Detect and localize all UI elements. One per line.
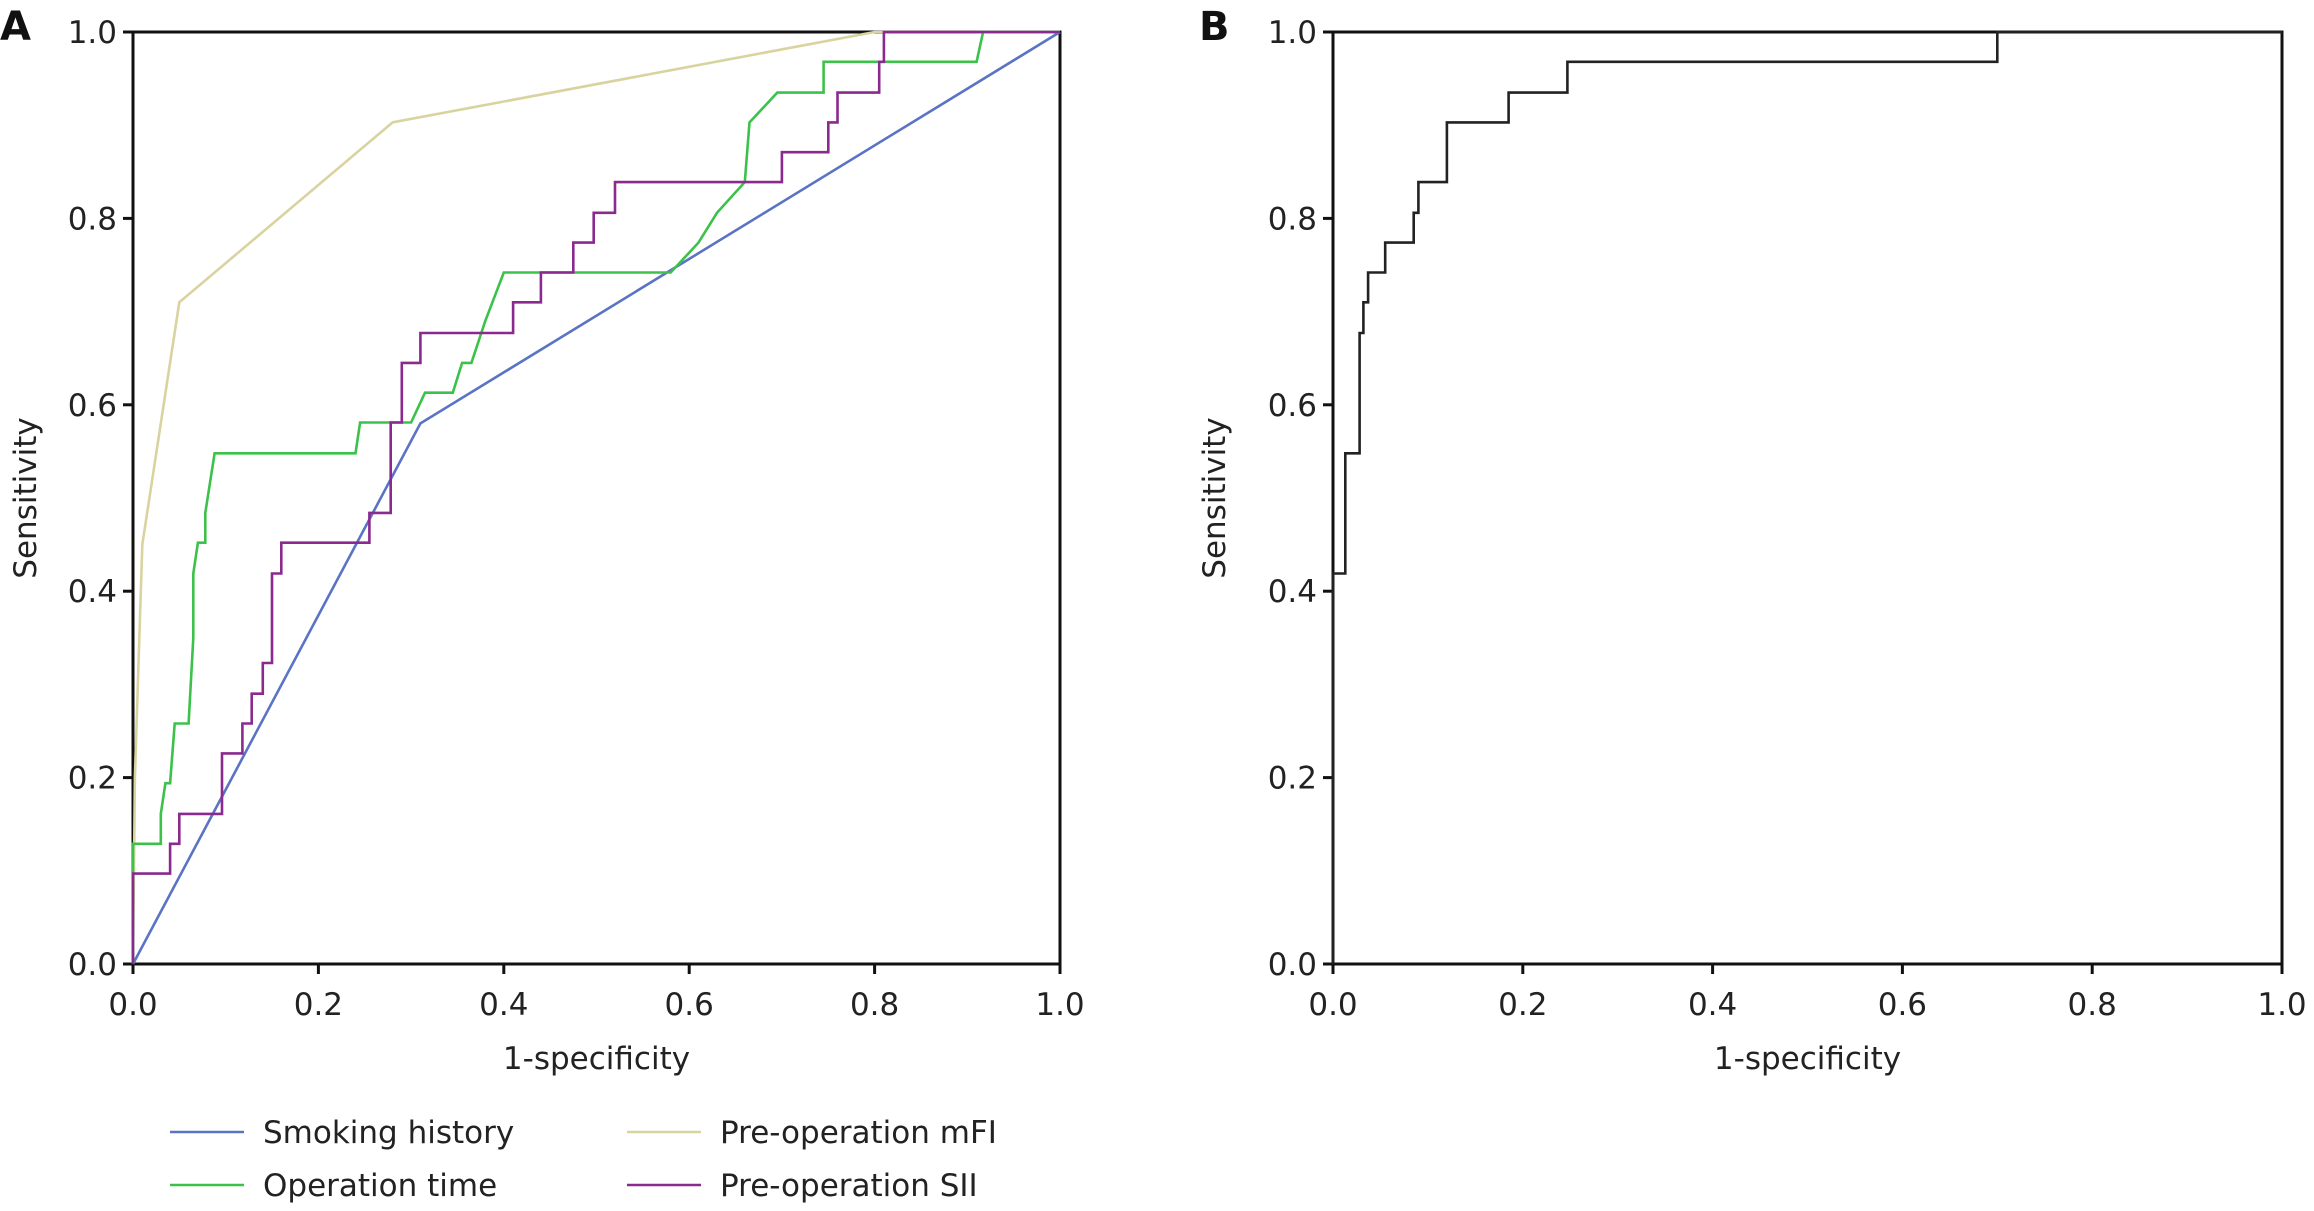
- x-tick-label: 0.8: [850, 987, 899, 1023]
- y-tick-label: 0.6: [1268, 388, 1317, 424]
- y-tick-label: 1.0: [1268, 15, 1317, 51]
- x-axis-label: 1-specificity: [1714, 1041, 1901, 1077]
- panel-label: A: [0, 4, 31, 50]
- x-tick-label: 0.0: [108, 987, 157, 1023]
- y-tick-label: 0.0: [68, 947, 117, 983]
- roc-curve-operation-time: [131, 30, 1060, 964]
- x-tick-label: 0.6: [665, 987, 714, 1023]
- panel-label: B: [1199, 4, 1230, 50]
- y-tick-label: 0.8: [68, 201, 117, 237]
- roc-curve-series: [1331, 30, 2282, 964]
- y-tick-label: 0.0: [1268, 947, 1317, 983]
- y-tick-label: 1.0: [68, 15, 117, 51]
- x-tick-label: 0.2: [294, 987, 343, 1023]
- y-tick-label: 0.6: [68, 388, 117, 424]
- legend-label: Smoking history: [263, 1115, 514, 1151]
- x-tick-label: 0.8: [2068, 987, 2117, 1023]
- y-tick-label: 0.2: [68, 761, 117, 797]
- legend-label: Operation time: [263, 1168, 497, 1204]
- x-tick-label: 0.2: [1498, 987, 1547, 1023]
- y-axis-label: Sensitivity: [8, 417, 44, 578]
- y-axis-label: Sensitivity: [1197, 417, 1233, 578]
- legend-label: Pre-operation mFI: [720, 1115, 997, 1151]
- roc-curve-pre-operation-sii: [131, 30, 1060, 964]
- legend-label: Pre-operation SII: [720, 1168, 978, 1204]
- x-tick-label: 1.0: [1035, 987, 1084, 1023]
- plot-frame: [131, 30, 1062, 966]
- x-tick-label: 0.0: [1308, 987, 1357, 1023]
- plot-frame: [1331, 30, 2284, 966]
- y-tick-label: 0.2: [1268, 761, 1317, 797]
- x-tick-label: 0.4: [479, 987, 528, 1023]
- x-tick-label: 1.0: [2257, 987, 2306, 1023]
- y-tick-label: 0.4: [1268, 574, 1317, 610]
- roc-curve-smoking-history: [131, 30, 1061, 965]
- x-tick-label: 0.4: [1688, 987, 1737, 1023]
- y-tick-label: 0.8: [1268, 201, 1317, 237]
- x-axis-label: 1-specificity: [503, 1041, 690, 1077]
- x-tick-label: 0.6: [1878, 987, 1927, 1023]
- y-tick-label: 0.4: [68, 574, 117, 610]
- roc-curve-pre-operation-mfi: [131, 30, 1060, 965]
